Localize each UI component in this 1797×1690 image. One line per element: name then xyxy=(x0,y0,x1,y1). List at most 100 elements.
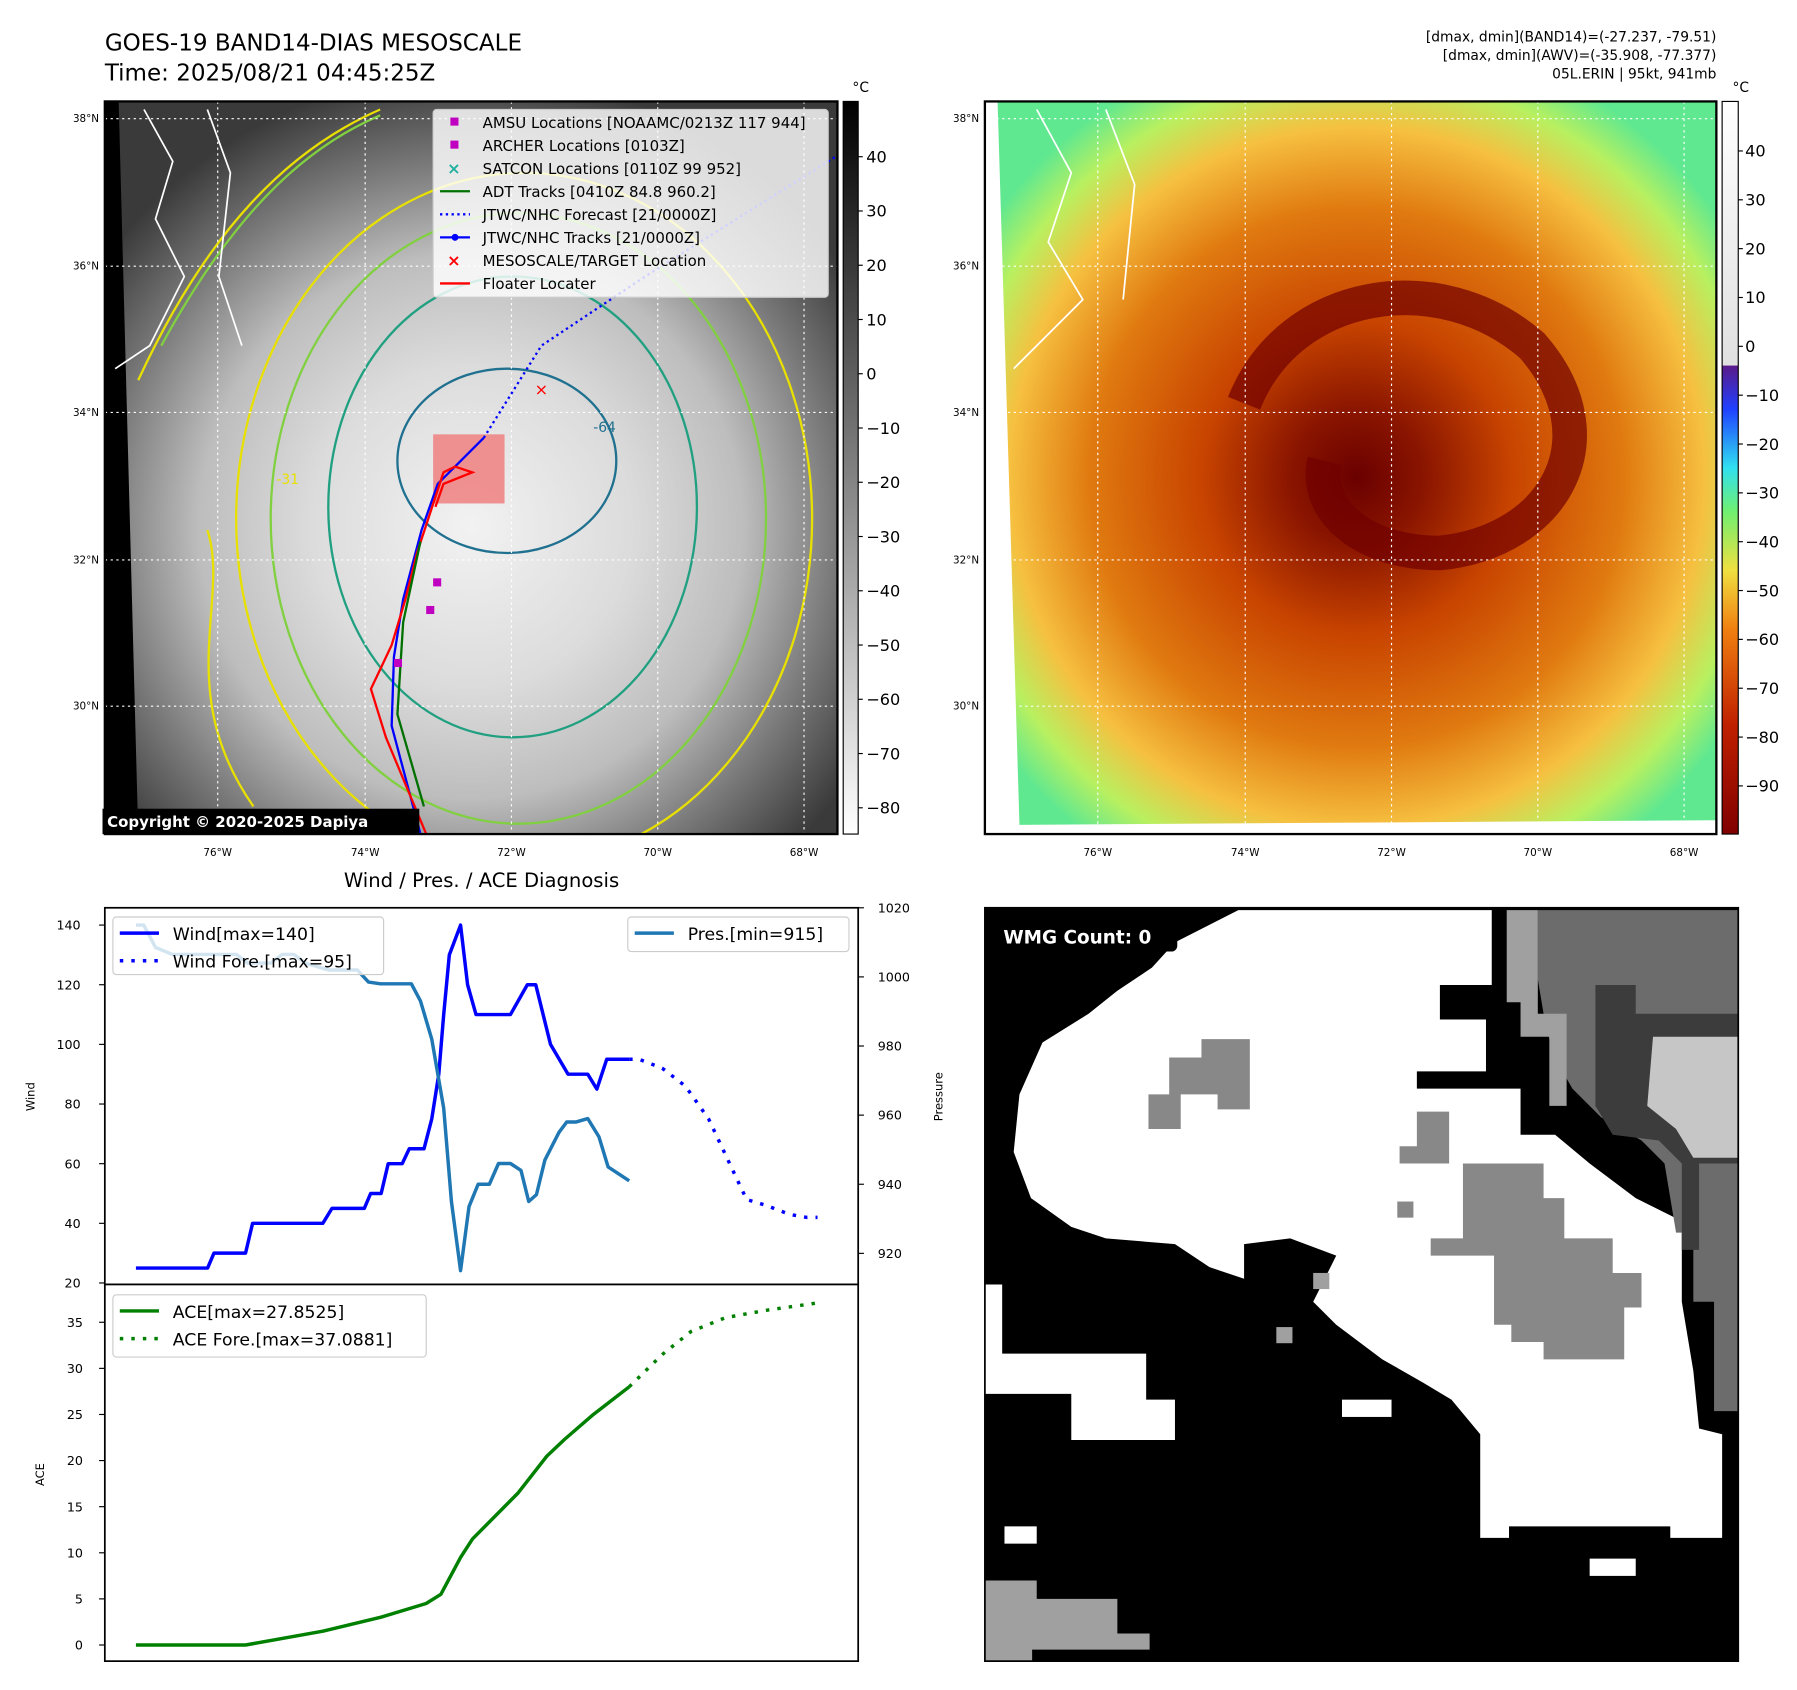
chart-legend xyxy=(112,916,385,976)
colorbar-tick-label: −70 xyxy=(866,744,900,763)
legend-label: Wind[max=140] xyxy=(173,925,315,945)
lat-tick-label: 32°N xyxy=(73,554,99,566)
legend-entry: JTWC/NHC Forecast [21/0000Z] xyxy=(440,206,716,224)
legend-entry: × MESOSCALE/TARGET Location xyxy=(447,251,706,270)
copyright-bg xyxy=(102,808,420,835)
legend-label: MESOSCALE/TARGET Location xyxy=(483,252,707,270)
ace-tick-label: 30 xyxy=(67,1361,83,1376)
lon-tick-label: 76°W xyxy=(1083,847,1112,859)
legend-label: Wind Fore.[max=95] xyxy=(173,953,352,973)
coastline xyxy=(114,109,243,370)
lon-tick-label: 68°W xyxy=(1670,847,1699,859)
colorbar-tick-label: 40 xyxy=(866,147,887,166)
pressure-tick-label: 980 xyxy=(878,1039,902,1054)
wind-tick-label: 100 xyxy=(56,1037,80,1052)
colorbar-tick-label: −20 xyxy=(1745,435,1779,454)
series-ace-line xyxy=(135,1385,631,1647)
colorbar-tick-label: −60 xyxy=(866,690,900,709)
lon-tick-label: 74°W xyxy=(351,847,380,859)
ace-tick-label: 35 xyxy=(67,1315,83,1330)
wind-tick-label: 20 xyxy=(65,1276,81,1291)
wind-tick-label: 140 xyxy=(56,918,80,933)
lat-tick-label: 36°N xyxy=(73,261,99,273)
copyright: Copyright © 2020-2025 Dapiya xyxy=(107,813,368,831)
colorbar-tick-label: −70 xyxy=(1745,679,1779,698)
contour-label: -31 xyxy=(276,472,299,488)
legend-entry: × SATCON Locations [0110Z 99 952] xyxy=(447,159,741,178)
square-marker-icon xyxy=(450,117,459,126)
legend-entry: ADT Tracks [0410Z 84.8 960.2] xyxy=(440,183,716,201)
figure-title: GOES-19 BAND14-DIAS MESOSCALE xyxy=(105,31,522,57)
legend-label: ARCHER Locations [0103Z] xyxy=(483,137,685,155)
wmg-panel xyxy=(984,906,1740,1663)
colorbar-tick-label: 30 xyxy=(866,202,887,221)
colorbar-tick-label: −50 xyxy=(1745,581,1779,600)
lat-tick-label: 34°N xyxy=(953,407,979,419)
colorbar-tick-label: −10 xyxy=(866,419,900,438)
legend-label: AMSU Locations [NOAAMC/0213Z 117 944] xyxy=(483,114,806,132)
pressure-axis-label: Pressure xyxy=(931,1072,945,1121)
colorbar-tick-label: −30 xyxy=(1745,484,1779,503)
lat-tick-label: 34°N xyxy=(73,407,99,419)
lat-tick-label: 32°N xyxy=(953,554,979,566)
colorbar-tick-label: 40 xyxy=(1745,142,1766,161)
pressure-tick-label: 1000 xyxy=(878,970,910,985)
colorbar-tick-label: −60 xyxy=(1745,630,1779,649)
dot-marker-icon xyxy=(451,233,459,241)
colorbar-tick-label: 20 xyxy=(1745,239,1766,258)
lon-tick-label: 68°W xyxy=(790,847,819,859)
lon-tick-label: 72°W xyxy=(497,847,526,859)
ace-tick-label: 25 xyxy=(67,1407,83,1422)
series-wind-line xyxy=(135,923,630,1270)
info-storm: 05L.ERIN | 95kt, 941mb xyxy=(1552,66,1716,82)
colorbar-tick-label: −40 xyxy=(1745,532,1779,551)
colorbar-tick-label: −90 xyxy=(1745,777,1779,796)
legend-label: ACE[max=27.8525] xyxy=(173,1303,344,1323)
colorbar-tick-label: 10 xyxy=(866,310,887,329)
colorbar-tick-label: 0 xyxy=(1745,337,1755,356)
ace-tick-label: 0 xyxy=(75,1638,83,1653)
ace-axis-label: ACE xyxy=(33,1463,47,1486)
chart-title: Wind / Pres. / ACE Diagnosis xyxy=(344,869,619,892)
wind-tick-label: 40 xyxy=(65,1216,81,1231)
lon-tick-label: 70°W xyxy=(1524,847,1553,859)
x-marker-icon: × xyxy=(447,251,461,270)
colorbar-unit: °C xyxy=(852,80,869,96)
info-band14: [dmax, dmin](BAND14)=(-27.237, -79.51) xyxy=(1426,30,1716,46)
contour-label: -64 xyxy=(593,420,616,436)
colorbar-tick-label: −80 xyxy=(1745,728,1779,747)
lon-tick-label: 72°W xyxy=(1377,847,1406,859)
ace-tick-label: 15 xyxy=(67,1499,83,1514)
colorbar-tick-label: 0 xyxy=(866,365,876,384)
legend-label: JTWC/NHC Forecast [21/0000Z] xyxy=(482,206,717,224)
contour-core xyxy=(396,367,618,555)
wmg-label-bg xyxy=(990,919,1178,952)
legend-label: Floater Locater xyxy=(483,275,597,293)
adt-track xyxy=(396,541,426,807)
ace-tick-label: 20 xyxy=(67,1453,83,1468)
wind-tick-label: 80 xyxy=(65,1097,81,1112)
legend-label: SATCON Locations [0110Z 99 952] xyxy=(483,160,741,178)
colorbar-tick-label: −30 xyxy=(866,527,900,546)
wind-axis-label: Wind xyxy=(24,1082,38,1111)
x-marker-icon: × xyxy=(447,159,461,178)
ace-tick-label: 10 xyxy=(67,1545,83,1560)
colorbar-tick-label: −50 xyxy=(866,636,900,655)
ir-color-map xyxy=(984,101,1717,835)
amsu-markers xyxy=(393,578,442,668)
chart-legend xyxy=(112,1294,427,1358)
lat-tick-label: 38°N xyxy=(73,113,99,125)
info-awv: [dmax, dmin](AWV)=(-35.908, -77.377) xyxy=(1443,48,1717,64)
lon-tick-label: 76°W xyxy=(203,847,232,859)
pressure-tick-label: 1020 xyxy=(878,900,910,915)
colorbar-tick-label: 20 xyxy=(866,256,887,275)
legend-label: ACE Fore.[max=37.0881] xyxy=(173,1331,393,1351)
wind-tick-label: 120 xyxy=(56,977,80,992)
wmg-count: WMG Count: 0 xyxy=(1003,927,1151,948)
colorbar-tick-label: −40 xyxy=(866,582,900,601)
colorbar-unit: °C xyxy=(1732,80,1749,96)
legend-entry: JTWC/NHC Tracks [21/0000Z] xyxy=(440,229,700,247)
ace-tick-label: 5 xyxy=(75,1592,83,1607)
